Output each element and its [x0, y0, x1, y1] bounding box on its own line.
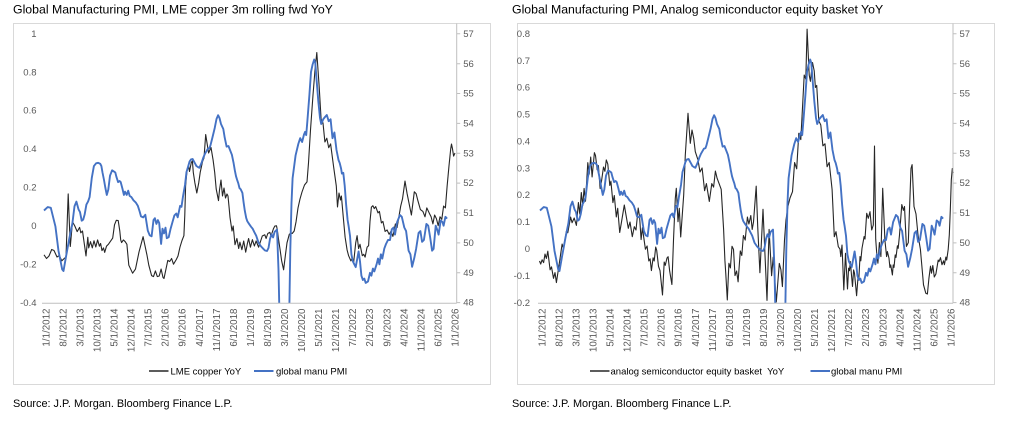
svg-text:48: 48: [463, 298, 474, 309]
svg-text:6/1/2018: 6/1/2018: [725, 308, 736, 347]
svg-text:8/1/2019: 8/1/2019: [759, 309, 770, 347]
svg-text:48: 48: [960, 298, 971, 309]
svg-text:5/1/2021: 5/1/2021: [810, 309, 821, 347]
svg-text:52: 52: [960, 178, 971, 189]
svg-text:52: 52: [463, 178, 474, 189]
svg-text:-0.2: -0.2: [20, 259, 36, 270]
svg-text:0.4: 0.4: [517, 137, 530, 148]
svg-text:54: 54: [463, 119, 474, 130]
svg-text:4/1/2017: 4/1/2017: [195, 309, 206, 347]
svg-text:2/1/2016: 2/1/2016: [161, 308, 172, 347]
svg-text:0.2: 0.2: [517, 190, 530, 201]
svg-text:11/1/2017: 11/1/2017: [212, 309, 223, 352]
svg-text:4/1/2017: 4/1/2017: [691, 309, 702, 347]
svg-text:7/1/2015: 7/1/2015: [640, 308, 651, 347]
svg-text:10/1/2013: 10/1/2013: [588, 308, 599, 352]
svg-text:7/1/2022: 7/1/2022: [348, 309, 359, 347]
svg-text:3/1/2020: 3/1/2020: [776, 308, 787, 347]
svg-text:1/1/2026: 1/1/2026: [947, 308, 958, 347]
svg-text:3/1/2013: 3/1/2013: [75, 308, 86, 347]
svg-text:0.2: 0.2: [23, 183, 36, 194]
svg-text:50: 50: [463, 238, 474, 249]
svg-text:3/1/2020: 3/1/2020: [280, 308, 291, 347]
svg-text:1/1/2019: 1/1/2019: [246, 309, 257, 347]
svg-text:0.4: 0.4: [23, 144, 36, 155]
svg-text:9/1/2016: 9/1/2016: [674, 308, 685, 347]
svg-text:7/1/2022: 7/1/2022: [844, 309, 855, 347]
svg-text:0.1: 0.1: [517, 217, 530, 228]
svg-text:0.7: 0.7: [517, 56, 530, 67]
svg-text:4/1/2024: 4/1/2024: [895, 308, 906, 347]
svg-text:50: 50: [960, 238, 971, 249]
svg-text:5/1/2014: 5/1/2014: [110, 308, 121, 347]
svg-text:0.5: 0.5: [517, 110, 530, 121]
svg-text:2/1/2023: 2/1/2023: [861, 308, 872, 347]
svg-text:7/1/2015: 7/1/2015: [144, 308, 155, 347]
svg-text:55: 55: [463, 89, 474, 100]
svg-text:6/1/2025: 6/1/2025: [930, 308, 941, 347]
svg-text:1: 1: [31, 29, 36, 40]
svg-text:-0.2: -0.2: [514, 298, 530, 309]
svg-text:12/1/2014: 12/1/2014: [127, 308, 138, 352]
svg-text:54: 54: [960, 119, 971, 130]
svg-text:0: 0: [31, 221, 36, 232]
svg-text:1/1/2012: 1/1/2012: [41, 309, 52, 347]
svg-text:-0.1: -0.1: [514, 271, 530, 282]
svg-text:Global Manufacturing PMI, Anal: Global Manufacturing PMI, Analog semicon…: [512, 3, 883, 17]
svg-text:1/1/2026: 1/1/2026: [451, 308, 462, 347]
svg-text:10/1/2020: 10/1/2020: [297, 308, 308, 352]
svg-text:1/1/2019: 1/1/2019: [742, 309, 753, 347]
svg-text:2/1/2016: 2/1/2016: [657, 308, 668, 347]
svg-text:Source: J.P. Morgan. Bloomberg: Source: J.P. Morgan. Bloomberg Finance L…: [512, 398, 731, 410]
svg-text:9/1/2023: 9/1/2023: [878, 308, 889, 347]
svg-text:49: 49: [960, 268, 971, 279]
svg-text:11/1/2024: 11/1/2024: [416, 308, 427, 351]
svg-text:0.6: 0.6: [23, 106, 36, 117]
svg-text:0.3: 0.3: [517, 163, 530, 174]
svg-text:12/1/2021: 12/1/2021: [827, 309, 838, 353]
svg-text:12/1/2021: 12/1/2021: [331, 309, 342, 353]
svg-text:0.8: 0.8: [23, 67, 36, 78]
svg-text:9/1/2023: 9/1/2023: [382, 308, 393, 347]
svg-text:1/1/2012: 1/1/2012: [537, 309, 548, 347]
svg-text:8/1/2012: 8/1/2012: [58, 309, 69, 347]
svg-text:0: 0: [525, 244, 530, 255]
svg-text:8/1/2019: 8/1/2019: [263, 309, 274, 347]
svg-text:53: 53: [463, 148, 474, 159]
svg-text:5/1/2014: 5/1/2014: [606, 308, 617, 347]
svg-text:5/1/2021: 5/1/2021: [314, 309, 325, 347]
svg-text:56: 56: [960, 59, 971, 70]
svg-text:LME copper YoY: LME copper YoY: [171, 366, 242, 377]
svg-text:3/1/2013: 3/1/2013: [571, 308, 582, 347]
svg-text:51: 51: [960, 208, 971, 219]
svg-text:analog semiconductor equity ba: analog semiconductor equity basket YoY: [611, 366, 785, 377]
svg-text:55: 55: [960, 89, 971, 100]
svg-text:global manu PMI: global manu PMI: [276, 366, 347, 377]
svg-text:49: 49: [463, 268, 474, 279]
svg-text:4/1/2024: 4/1/2024: [399, 308, 410, 347]
svg-text:51: 51: [463, 208, 474, 219]
svg-text:12/1/2014: 12/1/2014: [623, 308, 634, 352]
svg-text:9/1/2016: 9/1/2016: [178, 308, 189, 347]
svg-text:6/1/2025: 6/1/2025: [434, 308, 445, 347]
svg-text:11/1/2024: 11/1/2024: [912, 308, 923, 351]
svg-text:-0.4: -0.4: [20, 298, 36, 309]
svg-text:10/1/2020: 10/1/2020: [793, 308, 804, 352]
svg-text:global manu PMI: global manu PMI: [831, 366, 902, 377]
svg-text:Global Manufacturing PMI, LME: Global Manufacturing PMI, LME copper 3m …: [13, 3, 333, 17]
svg-text:8/1/2012: 8/1/2012: [554, 309, 565, 347]
svg-text:0.6: 0.6: [517, 83, 530, 94]
svg-text:11/1/2017: 11/1/2017: [708, 309, 719, 352]
svg-text:0.8: 0.8: [517, 29, 530, 40]
svg-text:10/1/2013: 10/1/2013: [93, 308, 104, 352]
svg-text:56: 56: [463, 59, 474, 70]
svg-text:57: 57: [463, 29, 474, 40]
svg-text:6/1/2018: 6/1/2018: [229, 308, 240, 347]
svg-text:53: 53: [960, 148, 971, 159]
svg-text:57: 57: [960, 29, 971, 40]
svg-text:2/1/2023: 2/1/2023: [365, 308, 376, 347]
svg-text:Source: J.P. Morgan. Bloomberg: Source: J.P. Morgan. Bloomberg Finance L…: [13, 398, 232, 410]
